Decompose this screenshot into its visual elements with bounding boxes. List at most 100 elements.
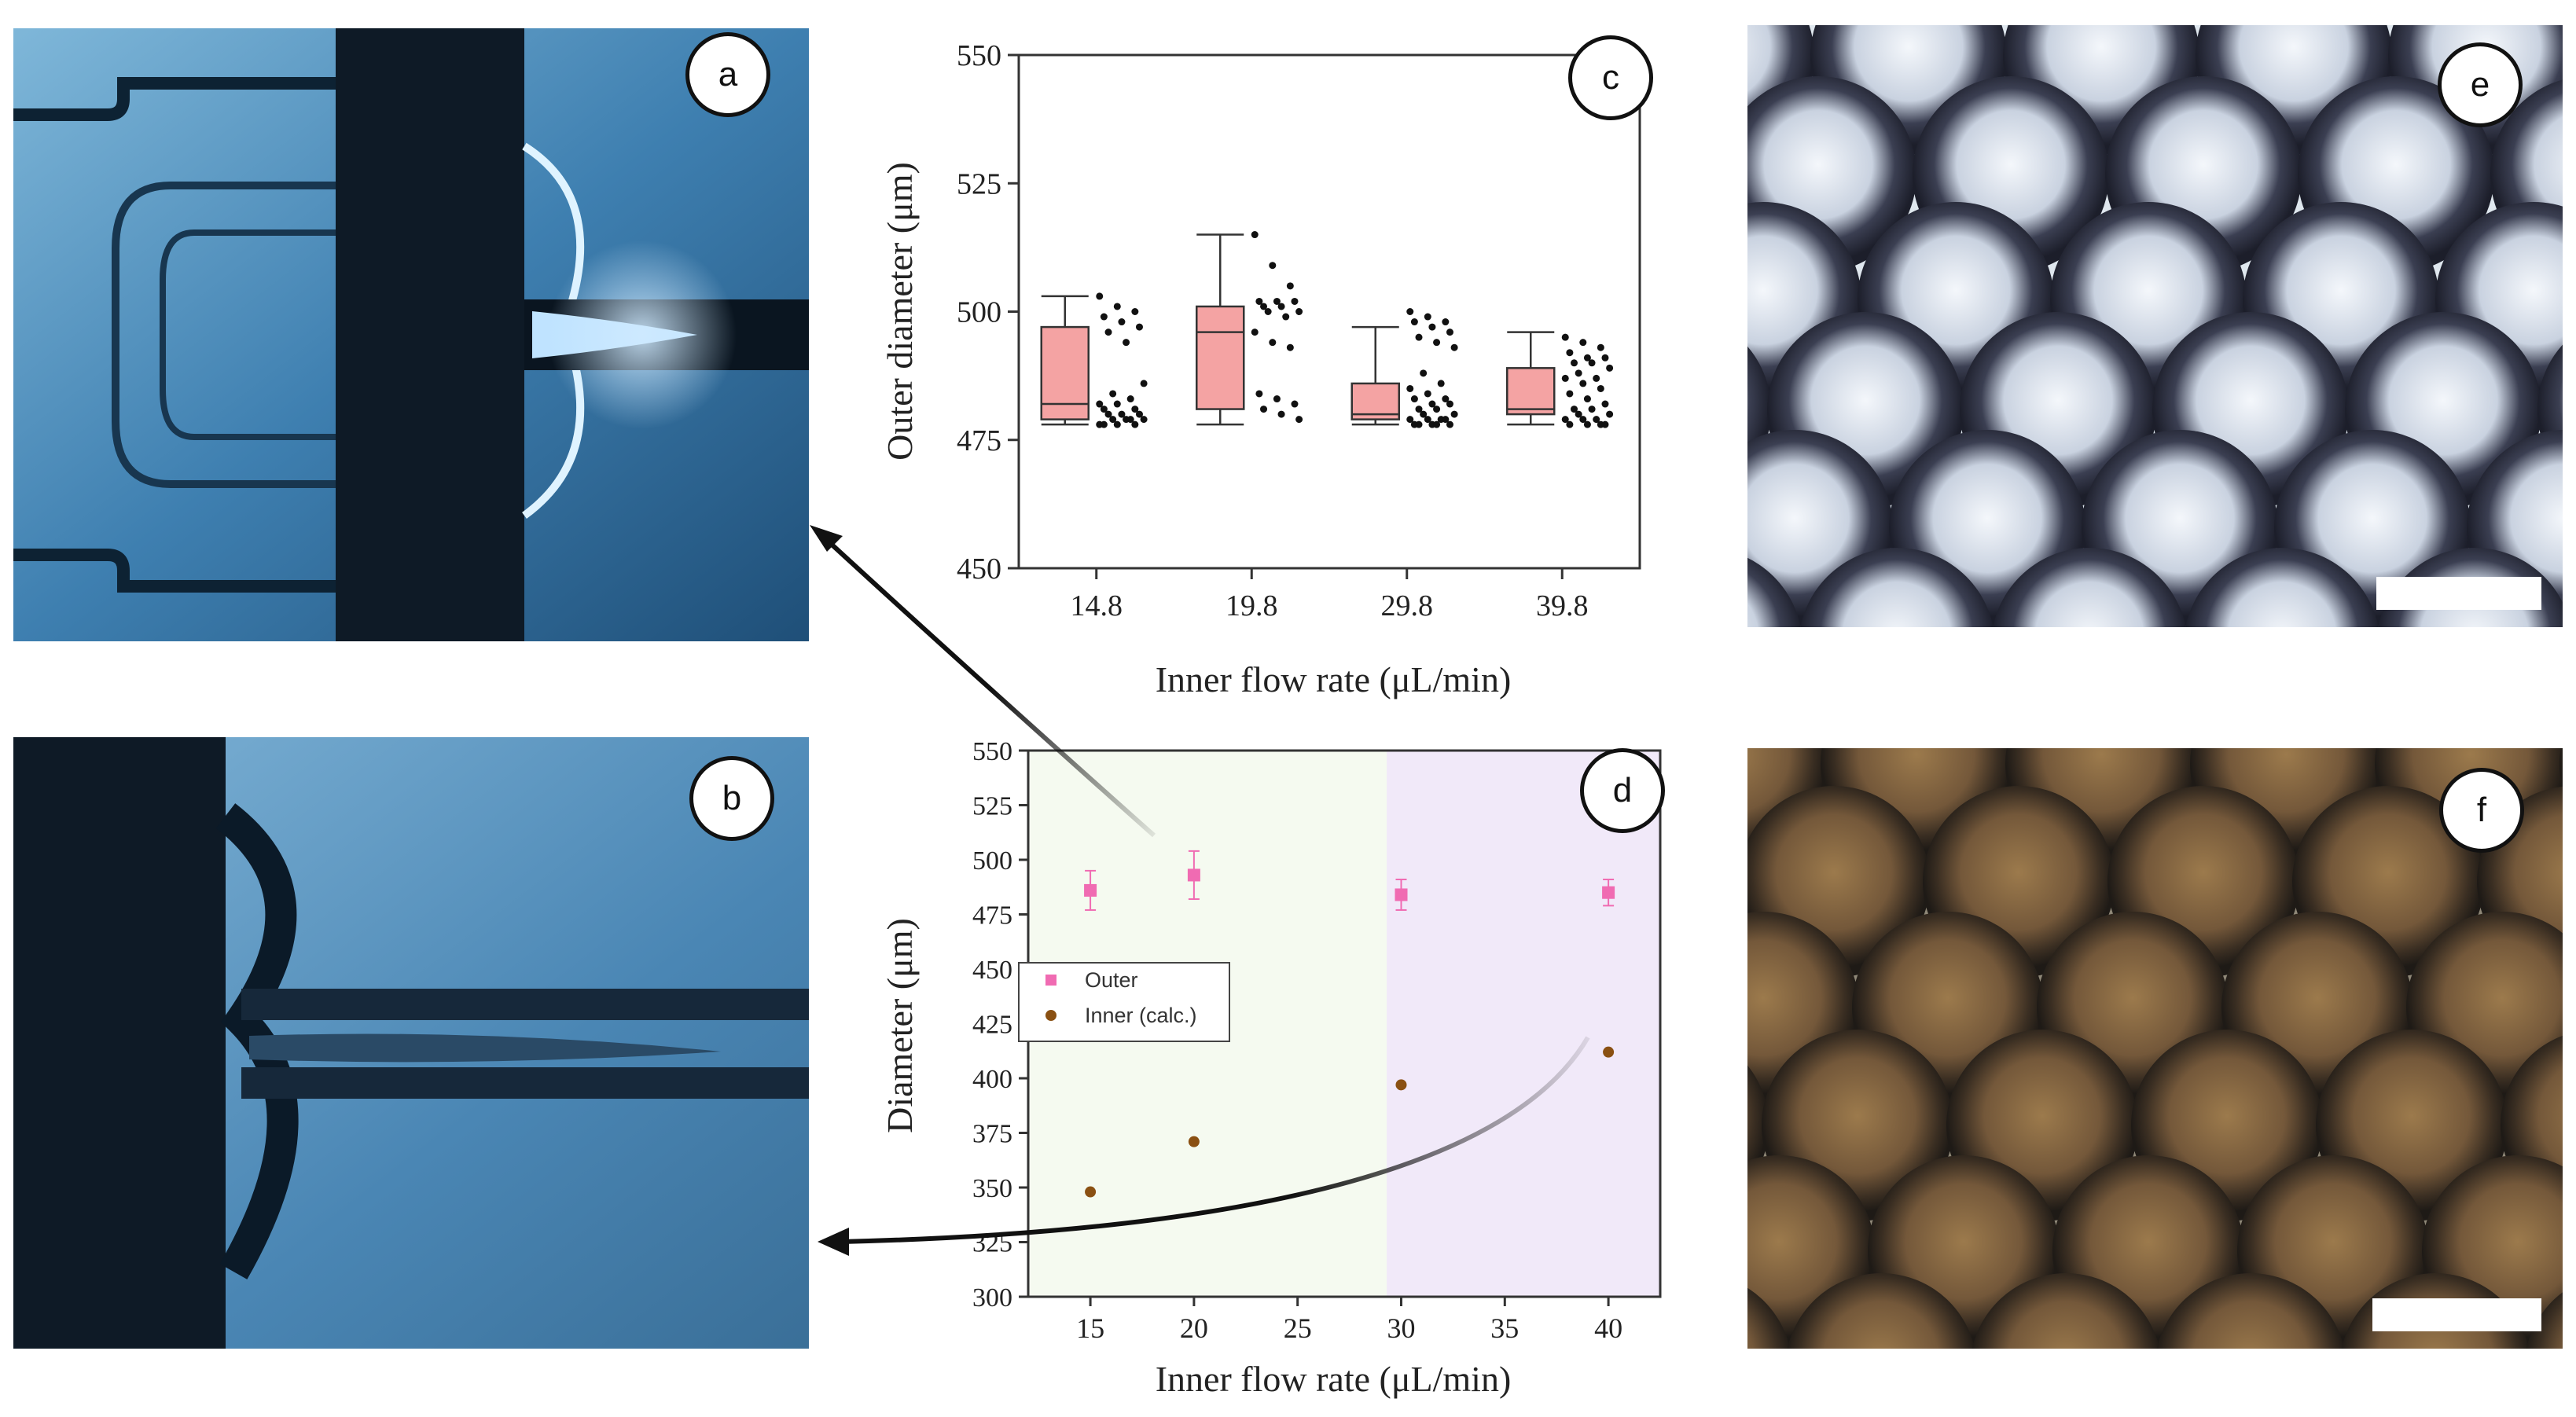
data-point-c [1109, 416, 1117, 424]
data-point-c [1286, 282, 1294, 290]
data-point-c [1406, 384, 1414, 392]
data-point-c [1109, 390, 1117, 398]
scatter-plot-diameter: 300 325 350 375 400 425 450 475 500 525 550 15 20 25… [880, 737, 1662, 1399]
data-point-c [1104, 410, 1112, 418]
data-point-c [1583, 395, 1591, 403]
data-point-c [1291, 400, 1299, 408]
data-point-c [1601, 354, 1609, 362]
y-tick-label-d: 300 [972, 1283, 1012, 1312]
data-point-c [1566, 390, 1574, 398]
data-point-c [1135, 410, 1143, 418]
y-tick-label-c: 500 [957, 296, 1001, 329]
x-tick-label-d: 15 [1076, 1312, 1104, 1344]
data-point-c [1255, 297, 1263, 305]
data-point-c [1135, 323, 1143, 331]
box-iqr [1040, 325, 1090, 420]
x-tick-label-c: 14.8 [1071, 589, 1123, 622]
droplet [1787, 1273, 1975, 1349]
x-tick-label-d: 25 [1284, 1312, 1312, 1344]
panel-label-b: b [689, 756, 774, 841]
data-point-c [1140, 380, 1148, 387]
data-point-c [1583, 354, 1591, 362]
data-point-c [1113, 420, 1121, 428]
data-point-c [1096, 400, 1104, 408]
data-point-c [1113, 303, 1121, 310]
data-point-c [1100, 313, 1108, 321]
x-tick-label-d: 40 [1594, 1312, 1622, 1344]
scale-bar-f [2372, 1298, 2541, 1331]
droplet [1747, 557, 1801, 627]
data-point-c [1597, 384, 1604, 392]
data-point-c [1295, 308, 1303, 315]
y-tick-label-d: 375 [972, 1120, 1012, 1149]
point-outer [1395, 888, 1408, 901]
arrow-head-b [818, 1228, 849, 1256]
legend-label-outer: Outer [1085, 968, 1138, 992]
data-point-c [1561, 374, 1569, 382]
photo-a: a [13, 28, 809, 641]
photo-f-image [1747, 748, 2563, 1349]
data-point-c [1251, 329, 1259, 336]
data-point-c [1566, 349, 1574, 357]
panel-label-c: c [1568, 35, 1653, 120]
panel-label-a: a [685, 32, 770, 117]
y-tick-label-d: 450 [972, 956, 1012, 985]
data-point-c [1123, 339, 1130, 347]
data-point-c [1264, 308, 1272, 315]
y-tick-label-d: 350 [972, 1174, 1012, 1203]
y-tick-label-d: 525 [972, 792, 1012, 821]
photo-e: e [1747, 25, 2563, 627]
y-axis-label-d: Diameter (μm) [880, 918, 920, 1133]
data-point-c [1277, 303, 1285, 310]
data-point-c [1579, 339, 1587, 347]
data-point-c [1277, 410, 1285, 418]
data-point-c [1588, 406, 1596, 413]
droplet [1993, 548, 2186, 627]
data-point-c [1579, 416, 1587, 424]
panel-label-e: e [2438, 42, 2523, 127]
point-outer [1187, 868, 1200, 882]
x-axis-label-d: Inner flow rate (μL/min) [1156, 1359, 1512, 1399]
y-tick-label-d: 400 [972, 1065, 1012, 1094]
data-point-c [1415, 333, 1423, 341]
data-point-c [1601, 400, 1609, 408]
data-point-c [1601, 420, 1609, 428]
data-point-c [1450, 343, 1458, 351]
y-axis-label-c: Outer diameter (μm) [880, 162, 920, 461]
data-point-c [1588, 359, 1596, 367]
data-point-c [1269, 339, 1277, 347]
data-point-c [1131, 406, 1139, 413]
data-point-c [1433, 406, 1441, 413]
data-point-c [1571, 359, 1578, 367]
data-point-c [1428, 323, 1436, 331]
data-point-c [1100, 420, 1108, 428]
data-point-c [1575, 410, 1582, 418]
droplet [1972, 1273, 2160, 1349]
y-tick-label-c: 450 [957, 552, 1001, 586]
data-point-c [1575, 369, 1582, 377]
data-point-c [1251, 231, 1259, 239]
y-tick-label-d: 500 [972, 846, 1012, 876]
point-inner [1085, 1186, 1097, 1198]
y-tick-label-d: 325 [972, 1229, 1012, 1258]
droplet [1800, 548, 1994, 627]
data-point-c [1295, 416, 1303, 424]
legend-d: Outer Inner (calc.) [1018, 962, 1230, 1042]
data-point-c [1126, 416, 1134, 424]
data-point-c [1424, 313, 1431, 321]
data-point-c [1593, 374, 1600, 382]
x-axis-c: 14.8 19.8 29.8 39.8 [1071, 568, 1589, 622]
box-iqr [1196, 305, 1245, 410]
data-point-c [1260, 303, 1268, 310]
y-tick-label-d: 475 [972, 901, 1012, 931]
scatter-points-c [1096, 231, 1614, 428]
point-inner [1188, 1136, 1200, 1147]
data-point-c [1437, 380, 1445, 387]
data-point-c [1561, 333, 1569, 341]
panel-label-d: d [1580, 748, 1665, 833]
point-inner [1395, 1079, 1407, 1091]
data-point-c [1446, 329, 1453, 336]
box-iqr [1506, 367, 1556, 416]
y-tick-label-d: 425 [972, 1011, 1012, 1040]
data-point-c [1566, 420, 1574, 428]
